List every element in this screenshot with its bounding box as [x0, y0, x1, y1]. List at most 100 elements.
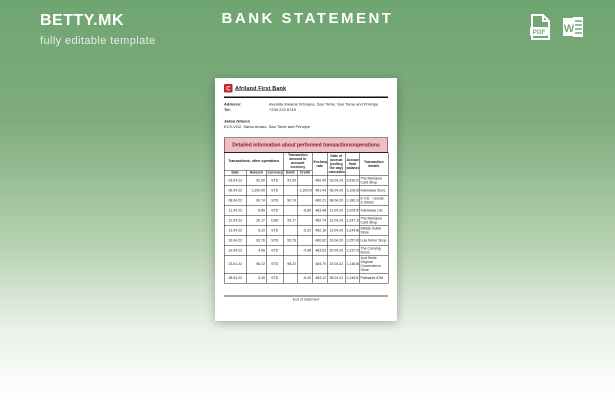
- table-row: 16.04.22 93.76 STD 93.76 480.62 16.04.20 1,257…: [224, 235, 389, 246]
- table-cell: 1,257.68: [345, 235, 360, 246]
- table-cell: 4.08: [246, 245, 267, 256]
- table-row: 12.04.22 26.17 USD 26.17 482.74 12.04.20 1,247…: [224, 215, 389, 226]
- table-row: 11.04.22 8.80 STD -8.80 483.48 11.04.20 1,204.…: [224, 205, 389, 216]
- top-bar: BETTY.MK fully editable template BANK ST…: [0, 0, 615, 60]
- word-file-icon: W: [561, 17, 587, 44]
- table-cell: 08.04.22: [224, 195, 247, 206]
- table-cell: 03.04.20: [327, 175, 346, 186]
- group-transactions: Transactions, other operations: [223, 152, 284, 171]
- table-cell: Initiate Outlet Store: [359, 225, 389, 236]
- table-cell: 26.17: [283, 215, 298, 226]
- table-cell: 11.04.22: [224, 205, 247, 216]
- table-cell: 480.62: [312, 235, 328, 246]
- table-cell: [283, 245, 298, 256]
- table-cell: 92.50: [246, 175, 267, 186]
- col-currency: Currency: [265, 170, 284, 176]
- brand-tagline: fully editable template: [40, 35, 156, 47]
- table-cell: [297, 215, 313, 226]
- download-icons: PDF W: [527, 13, 587, 41]
- table-cell: 90.74: [283, 195, 298, 206]
- group-amount-account-currency: Transaction amount in account currency: [283, 152, 313, 171]
- table-cell: 13.04.20: [327, 225, 346, 236]
- table-cell: 26.17: [246, 215, 267, 226]
- table-cell: 16.04.20: [327, 235, 346, 246]
- bank-contact-info: Address: Avenida Kwame N'Guana, Sao Tomé…: [224, 102, 388, 113]
- table-cell: Adamawa Store: [359, 185, 389, 196]
- svg-text:PDF: PDF: [533, 29, 546, 36]
- pdf-file-icon: PDF: [527, 14, 553, 44]
- group-accrual-date: Date of accrual (ending the day) calcula…: [327, 152, 346, 176]
- table-cell: [297, 195, 313, 206]
- table-cell: STD: [265, 205, 284, 216]
- table-cell: 23.04.22: [224, 255, 247, 274]
- table-cell: 16.04.22: [224, 235, 247, 246]
- word-download-button[interactable]: W: [561, 13, 587, 41]
- svg-text:W: W: [564, 23, 575, 35]
- group-details: Transaction details: [359, 152, 389, 176]
- table-cell: 483.63: [312, 245, 328, 256]
- statement-table: Transactions, other operations Transacti…: [223, 152, 389, 284]
- table-cell: 98.22: [283, 255, 298, 274]
- table-cell: 06.04.20: [327, 185, 346, 196]
- table-cell: 1,246.81: [345, 273, 360, 284]
- table-cell: -8.80: [297, 205, 313, 216]
- table-cell: 8.80: [246, 205, 267, 216]
- table-cell: STD: [265, 245, 284, 256]
- table-row: 13.04.22 6.22 STD -6.22 482.16 13.04.20 1,244.…: [224, 225, 389, 236]
- table-cell: -1,200.00: [297, 185, 313, 196]
- table-cell: 1,200.00: [246, 185, 267, 196]
- bank-statement-page: C Afriland First Bank Address: Avenida K…: [215, 78, 397, 321]
- table-cell: 98.22: [246, 255, 267, 274]
- table-title-banner: Detailed information about performed tra…: [224, 137, 388, 153]
- table-cell: 12.04.20: [327, 215, 346, 226]
- table-cell: 482.16: [312, 225, 328, 236]
- document-preview: C Afriland First Bank Address: Avenida K…: [215, 78, 397, 321]
- table-cell: -4.08: [297, 245, 313, 256]
- table-cell: 23.04.22: [327, 255, 346, 274]
- recipient-address: EC9-VG2, Santo Amaro, Sao Tome and Princ…: [224, 124, 310, 130]
- group-final-balance: Account final balance: [345, 152, 360, 176]
- table-cell: 93.76: [283, 235, 298, 246]
- table-cell: STD: [265, 185, 284, 196]
- table-cell: 28.04.22: [327, 273, 346, 284]
- table-cell: Lula ferrier Shop: [359, 235, 389, 246]
- brand-logo: BETTY.MK: [40, 12, 124, 29]
- table-row: 08.04.22 90.74 STD 90.74 480.21 08.04.20 1,180…: [224, 195, 389, 206]
- brand-block: BETTY.MK fully editable template: [40, 12, 156, 47]
- table-cell: 93.76: [246, 235, 267, 246]
- table-cell: 1,237.28: [345, 245, 360, 256]
- table-cell: -6.20: [297, 273, 313, 284]
- bank-logo-icon: C: [224, 84, 233, 93]
- table-cell: 92.50: [283, 175, 298, 186]
- recipient-name: Jalisa Gibson: [224, 119, 251, 124]
- pdf-download-button[interactable]: PDF: [527, 13, 553, 41]
- table-cell: 28.04.22: [224, 273, 247, 284]
- recipient-block: Jalisa Gibson EC9-VG2, Santo Amaro, Sao …: [224, 119, 388, 130]
- tel-label: Tel:: [224, 107, 231, 113]
- table-cell: 20.04.20: [327, 245, 346, 256]
- table-cell: 480.21: [312, 195, 328, 206]
- table-cell: 1,247.10: [345, 215, 360, 226]
- address-value: Avenida Kwame N'Guana, Sao Tomé, Sao Tom…: [269, 102, 379, 107]
- table-row: 23.04.22 98.22 STD 98.22 484.70 23.04.22 1,148…: [224, 255, 389, 274]
- table-cell: Adamawa List: [359, 205, 389, 216]
- table-cell: The Mantauto Card Shop: [359, 215, 389, 226]
- table-cell: 2,639.02: [345, 175, 360, 186]
- table-cell: STD: [265, 225, 284, 236]
- table-cell: 06.04.22: [224, 185, 247, 196]
- table-cell: [297, 235, 313, 246]
- table-row: 03.04.22 92.50 STD 92.50 480.49 03.04.20 2,639…: [224, 175, 389, 186]
- table-cell: 1,148.88: [345, 255, 360, 274]
- bank-header: C Afriland First Bank: [224, 84, 388, 98]
- table-cell: 481.44: [312, 185, 328, 196]
- table-cell: 90.74: [246, 195, 267, 206]
- table-cell: -6.22: [297, 225, 313, 236]
- table-cell: 08.04.20: [327, 195, 346, 206]
- table-cell: K.V.D. - Goods & Drinks: [359, 195, 389, 206]
- end-of-statement: End of statement: [224, 295, 388, 302]
- table-cell: The Carrying Room: [359, 245, 389, 256]
- table-cell: [283, 205, 298, 216]
- table-cell: 484.70: [312, 255, 328, 274]
- table-cell: [283, 185, 298, 196]
- table-cell: USD: [265, 215, 284, 226]
